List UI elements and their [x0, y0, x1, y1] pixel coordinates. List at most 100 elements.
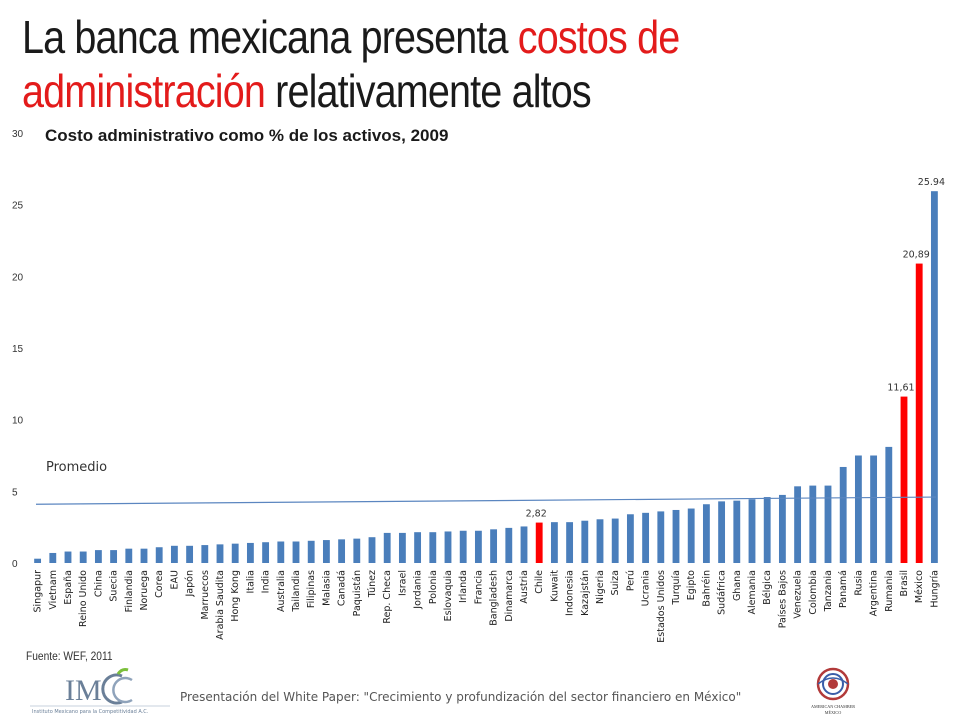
bar-venezuela	[794, 486, 802, 563]
bar-suiza	[611, 518, 619, 563]
bar-eslovaquia	[444, 531, 452, 563]
chart-title: Costo administrativo como % de los activ…	[45, 126, 449, 145]
bar-vietnam	[49, 552, 57, 563]
bar-polonia	[429, 532, 437, 563]
bar-m-xico	[915, 263, 923, 563]
y-tick-label: 10	[12, 416, 24, 427]
bar-francia	[474, 530, 482, 563]
data-label: 25.94	[918, 177, 945, 188]
bar-marruecos	[201, 545, 209, 563]
x-tick-label: Vietnam	[48, 570, 59, 610]
data-label: 11,61	[887, 383, 914, 394]
x-tick-label: Venezuela	[793, 570, 804, 619]
x-tick-label: Chile	[534, 570, 545, 594]
bar-malasia	[322, 540, 330, 563]
bar-turqu-a	[672, 509, 680, 563]
x-tick-label: Bélgica	[762, 570, 773, 605]
x-tick-label: Perú	[625, 570, 636, 591]
average-label: Promedio	[46, 460, 107, 475]
x-tick-label: Sudáfrica	[717, 570, 728, 615]
x-tick-label: Francia	[473, 570, 484, 604]
bar-irlanda	[459, 530, 467, 563]
x-tick-label: Brasil	[899, 570, 910, 596]
x-tick-label: Singapur	[33, 570, 44, 613]
x-tick-label: Reino Unido	[78, 570, 89, 627]
x-tick-label: Ghana	[732, 570, 743, 601]
x-tick-label: Jordania	[413, 570, 424, 610]
x-tick-label: EAU	[169, 570, 180, 590]
x-tick-label: Australia	[276, 570, 287, 612]
x-tick-label: Arabia Saudita	[215, 570, 226, 640]
x-tick-label: Filipinas	[306, 570, 317, 608]
bar-israel	[398, 532, 406, 563]
bar-ucrania	[642, 512, 650, 563]
x-tick-label: Alemania	[747, 570, 758, 615]
bar-reino-unido	[79, 551, 87, 563]
bar-rep-checa	[383, 532, 391, 563]
slide-title: La banca mexicana presenta costos de admi…	[22, 10, 796, 118]
title-part4: relativamente altos	[265, 65, 592, 117]
x-tick-label: México	[914, 570, 925, 603]
bar-panam-	[839, 466, 847, 563]
x-tick-label: Noruega	[139, 570, 150, 611]
bar-alemania	[748, 499, 756, 563]
y-tick-label: 20	[12, 272, 24, 283]
bar-finlandia	[125, 548, 133, 563]
x-tick-label: Nigeria	[595, 570, 606, 604]
bar-hong-kong	[231, 543, 239, 563]
bar-chart: 0 5 10 15 20 25 30 Singapur Vietnam España Reino U…	[12, 129, 945, 643]
x-tick-label: Rusia	[853, 570, 864, 596]
title-part1: La banca mexicana presenta	[22, 11, 518, 63]
title-part2: costos de	[517, 11, 680, 63]
y-tick-label: 5	[12, 487, 18, 498]
x-tick-label: Indonesia	[565, 570, 576, 616]
x-tick-label: Israel	[397, 570, 408, 596]
bar-argentina	[870, 455, 878, 563]
bar-colombia	[809, 485, 817, 563]
x-tick-label: Eslovaquia	[443, 570, 454, 621]
bar-hungr-a	[930, 191, 938, 563]
x-tick-label: Irlanda	[458, 570, 469, 603]
x-tick-label: Estados Unidos	[656, 570, 667, 643]
bar-kazajst-n	[581, 520, 589, 563]
footer-text: Presentación del White Paper: "Crecimien…	[180, 690, 742, 704]
x-tick-label: Polonia	[428, 570, 439, 604]
source-note: Fuente: WEF, 2011	[26, 649, 113, 663]
bar-italia	[246, 542, 254, 563]
bar-india	[262, 542, 270, 563]
x-tick-label: Suecia	[109, 570, 120, 602]
x-tick-label: Colombia	[808, 570, 819, 615]
x-tick-label: Italia	[245, 570, 256, 593]
x-tick-label: Argentina	[869, 570, 880, 616]
x-tick-label: Malasia	[321, 570, 332, 606]
bar-sud-frica	[718, 501, 726, 563]
x-tick-label: Egipto	[686, 570, 697, 600]
x-tick-label: Bahréin	[701, 570, 712, 607]
x-tick-label: España	[63, 570, 74, 605]
x-tick-label: Hungría	[929, 570, 940, 608]
bar-per-	[626, 514, 634, 563]
bar-chile	[535, 522, 543, 563]
y-tick-label: 0	[12, 559, 18, 570]
title-part3: administración	[22, 65, 266, 117]
bar-eau	[170, 545, 178, 563]
svg-text:AMERICAN CHAMBER: AMERICAN CHAMBER	[811, 704, 855, 709]
imco-logo: IM Instituto Mexicano para la Competitiv…	[30, 668, 170, 715]
bar-pa-ses-bajos	[778, 494, 786, 563]
bar-egipto	[687, 508, 695, 563]
bar-austria	[520, 526, 528, 563]
x-tick-label: China	[93, 570, 104, 597]
bar-filipinas	[307, 540, 315, 563]
bar-brasil	[900, 396, 908, 563]
y-tick-label: 25	[12, 201, 24, 212]
x-tick-label: Túnez	[367, 570, 378, 598]
bar-jordania	[414, 532, 422, 563]
bar-rusia	[854, 455, 862, 563]
bar-china	[94, 550, 102, 563]
data-label: 2,82	[526, 509, 547, 520]
svg-text:MÉXICO: MÉXICO	[825, 710, 842, 715]
bar-paquist-n	[353, 538, 361, 563]
amcham-logo: AMERICAN CHAMBER MÉXICO	[811, 667, 855, 715]
bar-estados-unidos	[657, 511, 665, 563]
x-tick-label: Tanzania	[823, 570, 834, 612]
